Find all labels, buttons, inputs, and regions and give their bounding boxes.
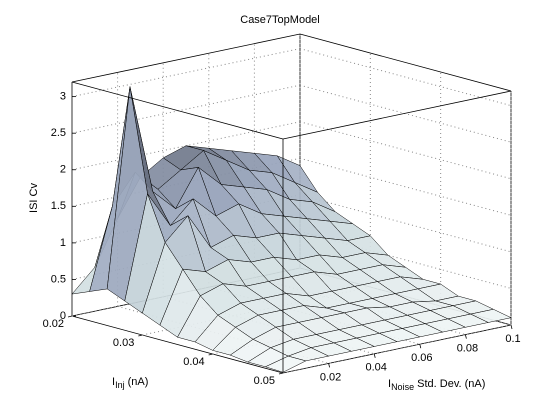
grid-line [299, 48, 512, 107]
x-label-part: (nA) [125, 376, 149, 388]
x-tick [278, 372, 284, 375]
y-tick [419, 344, 422, 349]
box-edge [71, 33, 301, 83]
z-tick-label: 2 [60, 164, 66, 176]
x-tick-label: 0.04 [183, 356, 204, 368]
grid-line [299, 84, 512, 143]
y-tick-label: 0.06 [411, 352, 432, 364]
x-axis-label: IInj (nA) [112, 376, 148, 390]
y-label-sub: Noise [391, 382, 414, 392]
grid-line [299, 194, 512, 253]
y-tick-label: 0.08 [457, 343, 478, 355]
box-edge [71, 315, 284, 374]
chart-title: Case7TopModel [240, 14, 320, 26]
y-axis-label: INoise Std. Dev. (nA) [388, 378, 485, 392]
grid-line [282, 324, 512, 374]
y-tick [373, 353, 376, 358]
z-tick-label: 0 [60, 310, 66, 322]
grid-line [299, 121, 512, 180]
z-tick-label: 3 [60, 91, 66, 103]
x-tick-label: 0.03 [113, 337, 134, 349]
y-tick-label: 0.02 [320, 371, 341, 383]
y-label-part: Std. Dev. (nA) [414, 378, 485, 390]
z-tick-label: 2.5 [51, 127, 66, 139]
box-edge [71, 81, 284, 140]
x-tick-label: 0.02 [43, 318, 64, 330]
x-label-sub: Inj [115, 380, 125, 390]
z-axis-label: ISI Cv [28, 183, 40, 213]
z-tick-label: 1.5 [51, 200, 66, 212]
box-edge [299, 33, 512, 92]
grid-line [71, 48, 301, 98]
z-tick-label: 1 [60, 237, 66, 249]
x-tick [67, 315, 73, 318]
y-label-part: I [388, 378, 391, 390]
y-tick-label: 0.1 [505, 333, 520, 345]
x-tick-label: 0.05 [254, 375, 275, 387]
y-tick [465, 334, 467, 339]
box-edge [282, 90, 512, 140]
x-label-part: I [112, 376, 115, 388]
y-tick [510, 324, 513, 330]
z-tick-label: 0.5 [51, 273, 66, 285]
grid-line [299, 157, 512, 216]
x-tick [138, 334, 143, 337]
grid-line [71, 84, 301, 134]
y-tick [328, 363, 330, 368]
surface-patch [264, 355, 307, 373]
y-tick-label: 0.04 [365, 362, 386, 374]
x-tick [208, 353, 213, 356]
